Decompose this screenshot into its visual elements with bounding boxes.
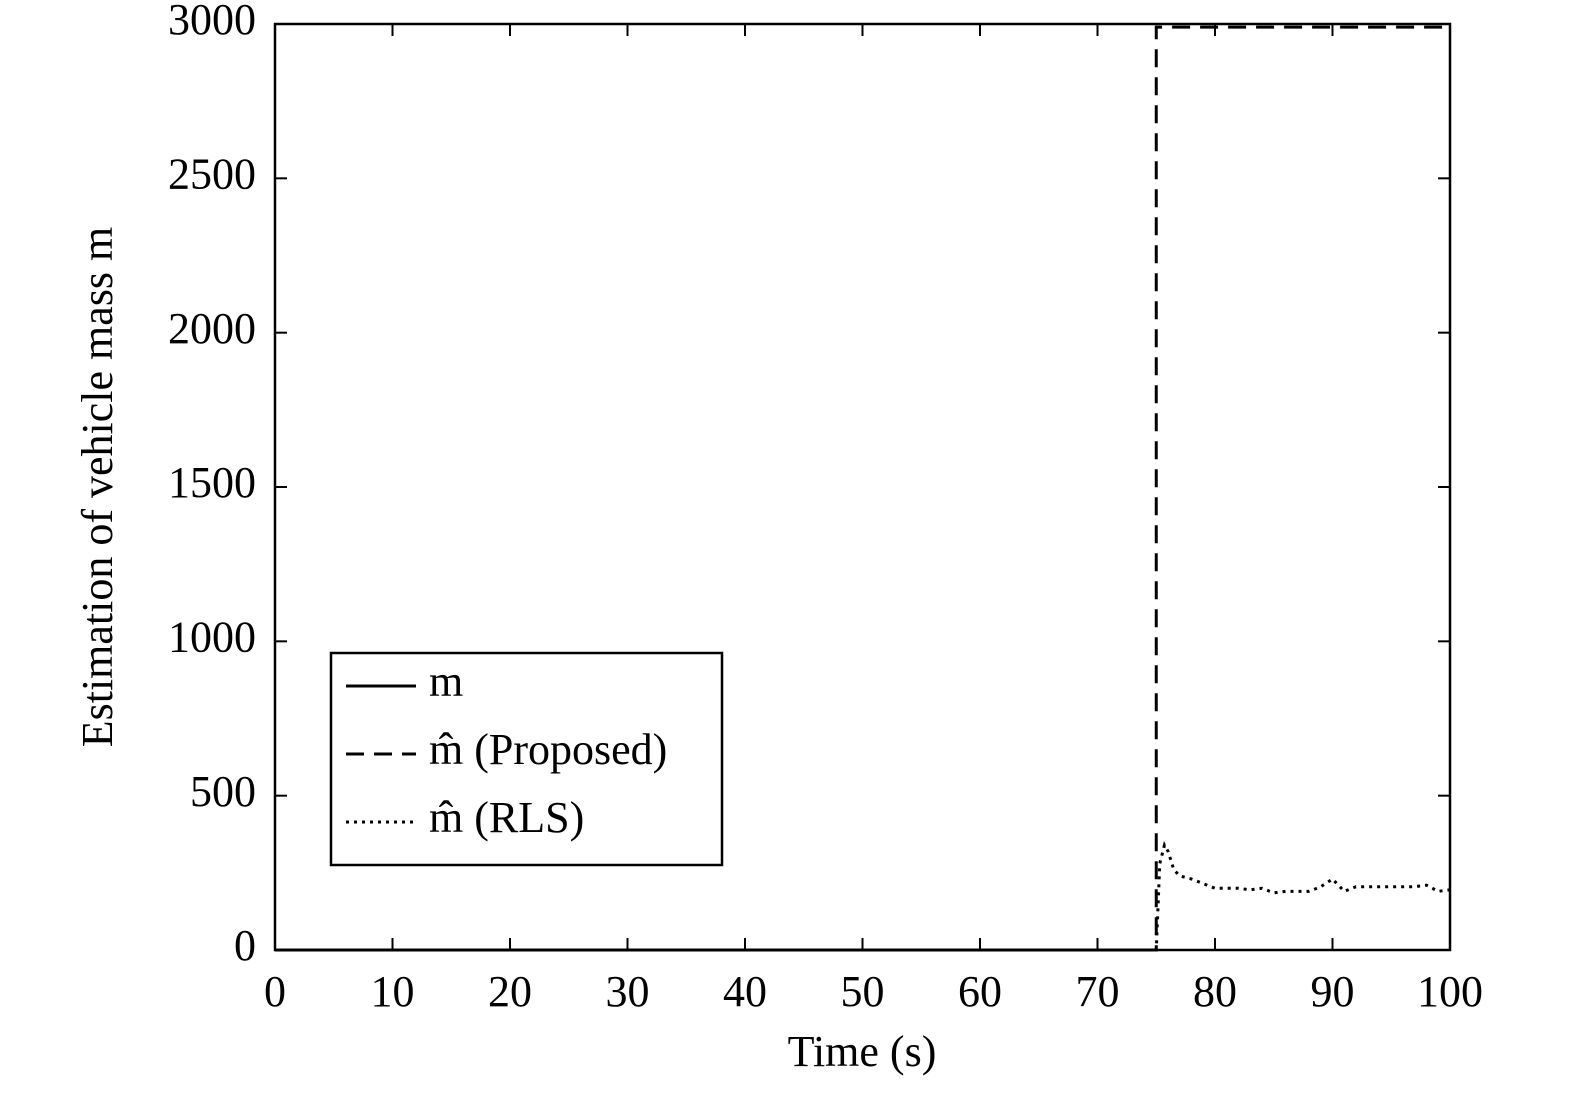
x-tick-label: 30 xyxy=(606,967,650,1016)
y-tick-label: 500 xyxy=(190,767,256,816)
x-tick-label: 10 xyxy=(371,967,415,1016)
legend-label: m̂ (Proposed) xyxy=(429,725,667,774)
x-tick-label: 50 xyxy=(841,967,885,1016)
x-axis-label: Time (s) xyxy=(788,1027,937,1076)
x-tick-label: 0 xyxy=(264,967,286,1016)
y-axis-label: Estimation of vehicle mass m xyxy=(73,227,122,748)
legend-box xyxy=(329,651,724,867)
y-tick-label: 1500 xyxy=(168,458,256,507)
x-tick-label: 100 xyxy=(1417,967,1483,1016)
y-tick-label: 2000 xyxy=(168,304,256,353)
x-tick-label: 70 xyxy=(1076,967,1120,1016)
x-tick-label: 80 xyxy=(1193,967,1237,1016)
y-tick-label: 2500 xyxy=(168,149,256,198)
y-tick-label: 1000 xyxy=(168,612,256,661)
x-tick-label: 60 xyxy=(958,967,1002,1016)
y-tick-label: 3000 xyxy=(168,0,256,44)
legend-label: m xyxy=(429,657,463,706)
y-tick-label: 0 xyxy=(234,921,256,970)
x-tick-label: 20 xyxy=(488,967,532,1016)
legend-label: m̂ (RLS) xyxy=(429,793,584,842)
x-tick-label: 90 xyxy=(1311,967,1355,1016)
x-tick-label: 40 xyxy=(723,967,767,1016)
